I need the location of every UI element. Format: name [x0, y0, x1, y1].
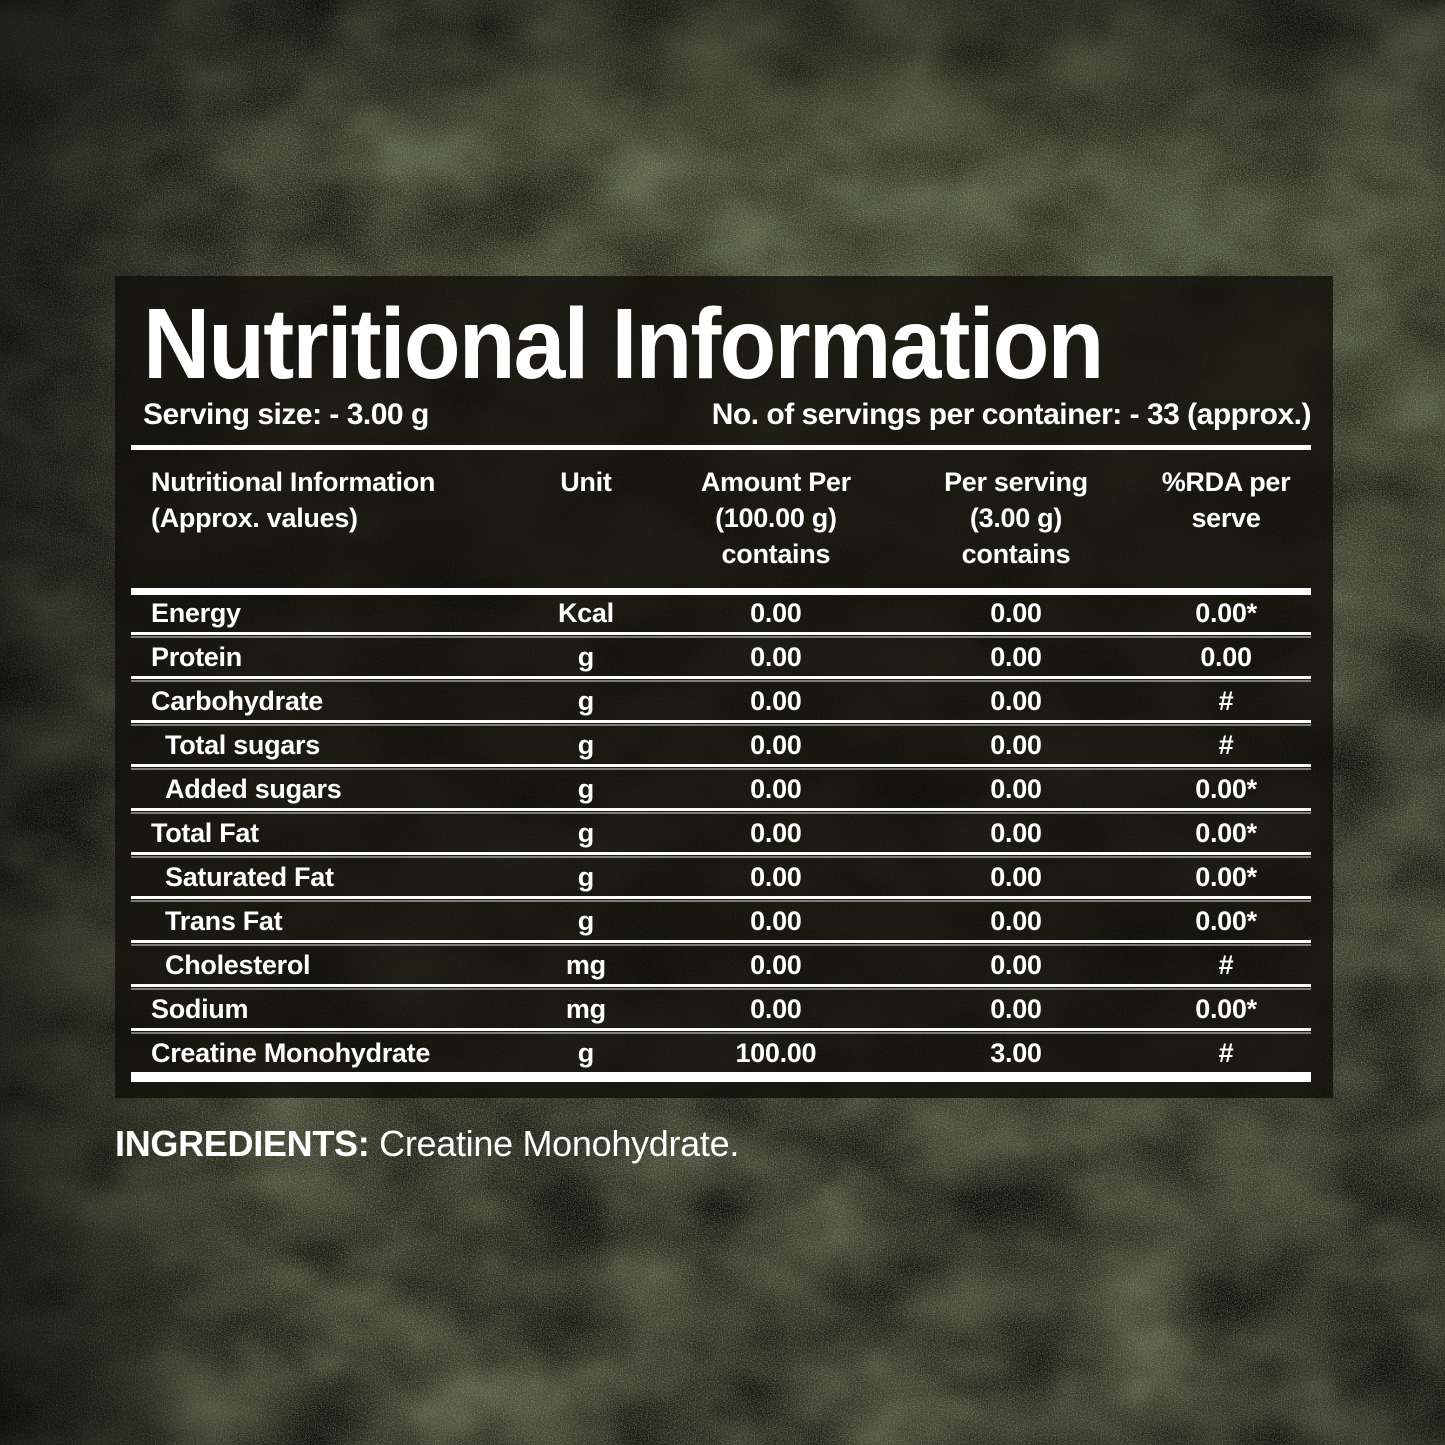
rda-per-serve: #	[1218, 686, 1234, 716]
amount-per-serving: 0.00	[990, 730, 1042, 760]
nutrient-name: Added sugars	[165, 774, 342, 804]
amount-per-100g: 100.00	[735, 1038, 817, 1068]
table-row-protein: Protein g 0.00 0.00 0.00	[131, 639, 1311, 676]
row-separator	[131, 720, 1311, 727]
amount-per-100g: 0.00	[750, 774, 802, 804]
serving-size-text: Serving size: - 3.00 g	[143, 398, 429, 431]
amount-per-serving: 0.00	[990, 862, 1042, 892]
amount-per-100g: 0.00	[750, 730, 802, 760]
nutrient-name: Saturated Fat	[165, 862, 334, 892]
nutrient-name: Sodium	[151, 994, 249, 1024]
nutrient-unit: g	[577, 730, 595, 760]
divider-top	[131, 445, 1311, 450]
nutrient-unit: mg	[565, 950, 606, 980]
header-per-serving-col: Per serving (3.00 g) contains	[944, 467, 1088, 569]
servings-per-container-text: No. of servings per container: - 33 (app…	[711, 398, 1312, 431]
nutrient-name: Creatine Monohydrate	[151, 1038, 431, 1068]
nutrient-unit: g	[577, 818, 595, 848]
row-separator	[131, 896, 1311, 903]
nutrient-unit: g	[577, 1038, 595, 1068]
amount-per-serving: 0.00	[990, 906, 1042, 936]
header-per-100g-col: Amount Per (100.00 g) contains	[700, 467, 851, 569]
header-nutrient-col: Nutritional Information (Approx. values)	[151, 467, 436, 533]
row-separator	[131, 984, 1311, 991]
table-row-trans-fat: Trans Fat g 0.00 0.00 0.00*	[131, 903, 1311, 940]
nutrient-name: Protein	[151, 642, 242, 672]
amount-per-100g: 0.00	[750, 598, 802, 628]
serving-info-row: Serving size: - 3.00 g No. of servings p…	[143, 398, 1312, 432]
header-rda-col: %RDA per serve	[1161, 467, 1291, 533]
amount-per-100g: 0.00	[750, 950, 802, 980]
rda-per-serve: 0.00*	[1195, 906, 1257, 936]
table-header-row: Nutritional Information (Approx. values)…	[131, 450, 1311, 588]
row-separator	[131, 1028, 1311, 1035]
amount-per-serving: 0.00	[990, 818, 1042, 848]
nutrient-name: Trans Fat	[165, 906, 283, 936]
amount-per-100g: 0.00	[750, 818, 802, 848]
amount-per-100g: 0.00	[750, 686, 802, 716]
rda-per-serve: 0.00*	[1195, 862, 1257, 892]
nutrition-panel: Nutritional Information Serving size: - …	[115, 276, 1333, 1098]
table-row-cholesterol: Cholesterol mg 0.00 0.00 #	[131, 947, 1311, 984]
ingredients-line: INGREDIENTS: Creatine Monohydrate.	[115, 1122, 739, 1166]
ingredients-label: INGREDIENTS:	[115, 1123, 370, 1164]
nutrient-name: Cholesterol	[165, 950, 311, 980]
divider-header	[131, 588, 1311, 595]
amount-per-serving: 0.00	[990, 994, 1042, 1024]
row-separator	[131, 940, 1311, 947]
nutrient-unit: Kcal	[557, 598, 614, 628]
rda-per-serve: #	[1218, 1038, 1234, 1068]
header-unit-col: Unit	[560, 467, 612, 497]
nutrient-unit: g	[577, 862, 595, 892]
row-separator	[131, 852, 1311, 859]
ingredients-value: Creatine Monohydrate.	[369, 1123, 740, 1164]
table-row-saturated-fat: Saturated Fat g 0.00 0.00 0.00*	[131, 859, 1311, 896]
table-row-added-sugars: Added sugars g 0.00 0.00 0.00*	[131, 771, 1311, 808]
table-row-sodium: Sodium mg 0.00 0.00 0.00*	[131, 991, 1311, 1028]
nutrient-name: Total sugars	[165, 730, 320, 760]
rda-per-serve: 0.00*	[1195, 818, 1257, 848]
row-separator	[131, 632, 1311, 639]
rda-per-serve: #	[1218, 950, 1234, 980]
amount-per-serving: 0.00	[990, 774, 1042, 804]
table-row-total-fat: Total Fat g 0.00 0.00 0.00*	[131, 815, 1311, 852]
row-separator	[131, 808, 1311, 815]
amount-per-serving: 0.00	[990, 686, 1042, 716]
amount-per-100g: 0.00	[750, 906, 802, 936]
rda-per-serve: 0.00*	[1195, 598, 1257, 628]
amount-per-serving: 0.00	[990, 642, 1042, 672]
table-row-creatine-monohydrate: Creatine Monohydrate g 100.00 3.00 #	[131, 1035, 1311, 1072]
nutrient-name: Total Fat	[151, 818, 259, 848]
rda-per-serve: 0.00	[1200, 642, 1252, 672]
amount-per-100g: 0.00	[750, 642, 802, 672]
panel-title: Nutritional Information	[143, 288, 1104, 400]
nutrient-unit: g	[577, 774, 595, 804]
rda-per-serve: 0.00*	[1195, 994, 1257, 1024]
amount-per-100g: 0.00	[750, 994, 802, 1024]
nutrient-name: Energy	[151, 598, 241, 628]
nutrient-unit: g	[577, 686, 595, 716]
divider-bottom	[131, 1072, 1311, 1082]
amount-per-100g: 0.00	[750, 862, 802, 892]
nutrient-unit: g	[577, 906, 595, 936]
rda-per-serve: 0.00*	[1195, 774, 1257, 804]
table-row-total-sugars: Total sugars g 0.00 0.00 #	[131, 727, 1311, 764]
nutrient-name: Carbohydrate	[151, 686, 323, 716]
nutrient-unit: mg	[565, 994, 606, 1024]
table-row-energy: Energy Kcal 0.00 0.00 0.00*	[131, 595, 1311, 632]
row-separator	[131, 676, 1311, 683]
amount-per-serving: 0.00	[990, 598, 1042, 628]
amount-per-serving: 0.00	[990, 950, 1042, 980]
rda-per-serve: #	[1218, 730, 1234, 760]
table-row-carbohydrate: Carbohydrate g 0.00 0.00 #	[131, 683, 1311, 720]
nutrient-unit: g	[577, 642, 595, 672]
row-separator	[131, 764, 1311, 771]
amount-per-serving: 3.00	[990, 1038, 1042, 1068]
